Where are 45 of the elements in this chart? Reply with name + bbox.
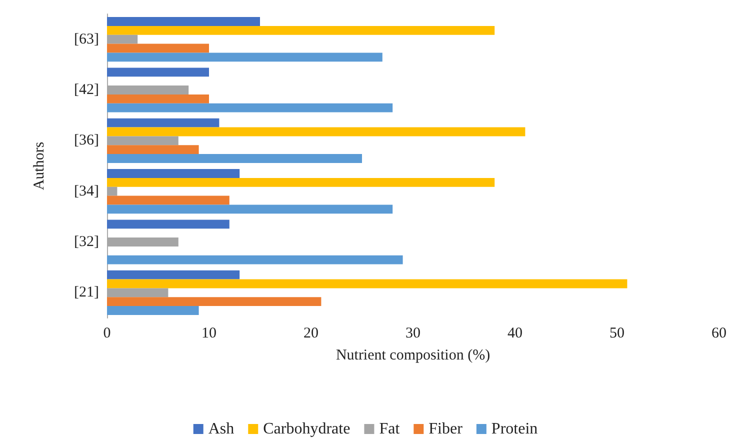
bar xyxy=(107,196,230,205)
y-tick-label: [42] xyxy=(74,82,99,98)
legend-label: Fat xyxy=(379,420,400,438)
bar xyxy=(107,186,118,196)
bar xyxy=(107,204,393,214)
x-tick-label: 40 xyxy=(508,326,522,342)
bar xyxy=(107,118,220,128)
x-tick-label: 0 xyxy=(103,326,111,342)
legend-label: Carbohydrate xyxy=(263,420,350,438)
bar xyxy=(107,52,382,62)
bar xyxy=(107,136,178,146)
y-tick-label: [21] xyxy=(74,284,99,301)
x-tick-label: 60 xyxy=(712,326,726,342)
x-tick-label: 50 xyxy=(610,326,624,342)
bar xyxy=(107,220,230,229)
bar xyxy=(107,127,526,136)
bar xyxy=(107,169,240,178)
x-tick-label: 30 xyxy=(406,326,420,342)
bar xyxy=(107,68,209,77)
y-tick-label: [34] xyxy=(74,183,99,200)
bar xyxy=(107,145,199,154)
bar xyxy=(107,94,209,104)
bar xyxy=(107,44,209,53)
bar xyxy=(107,279,628,288)
bar xyxy=(107,178,495,187)
legend-label: Fiber xyxy=(428,420,464,438)
bar xyxy=(107,154,362,163)
bar xyxy=(107,255,403,264)
bar xyxy=(107,270,240,280)
x-tick-label: 10 xyxy=(202,326,216,342)
legend-label: Protein xyxy=(491,420,538,438)
bar xyxy=(107,306,199,315)
bar xyxy=(107,297,322,306)
y-tick-label: [32] xyxy=(74,234,99,250)
x-tick-label: 20 xyxy=(304,326,318,342)
bar xyxy=(107,34,138,44)
bar xyxy=(107,103,393,112)
y-tick-label: [36] xyxy=(74,132,99,149)
bar xyxy=(107,288,168,298)
y-tick-label: [63] xyxy=(74,31,99,48)
bar xyxy=(107,26,495,35)
bar xyxy=(107,17,260,26)
y-axis-title: Authors xyxy=(32,142,48,190)
legend-label: Ash xyxy=(208,420,234,438)
x-axis-title: Nutrient composition (%) xyxy=(336,348,490,364)
